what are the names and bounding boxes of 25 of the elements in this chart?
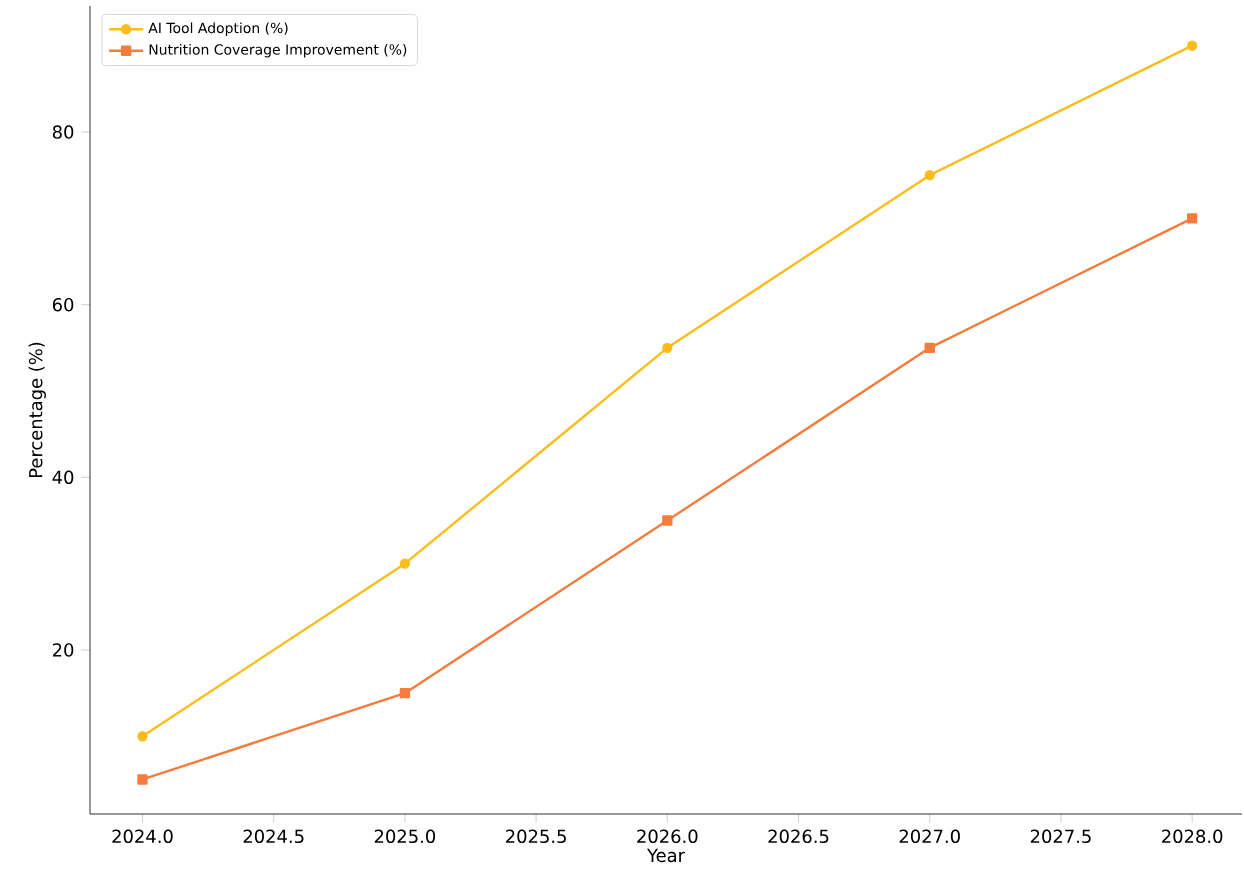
x-tick-label: 2027.5 (1030, 829, 1091, 844)
point (924, 170, 935, 181)
point (1186, 40, 1198, 51)
x-tick-label: 2024.5 (243, 829, 304, 844)
y-tick-label: 80 (52, 125, 74, 139)
point (662, 342, 673, 354)
y-tick-label: 20 (52, 643, 74, 657)
x-axis-title: Year (646, 848, 686, 863)
point (924, 342, 935, 354)
x-tick-label: 2024.0 (112, 829, 173, 844)
x-tick-label: 2027.0 (899, 829, 960, 844)
point (662, 515, 673, 526)
point (399, 558, 411, 569)
point (137, 774, 148, 785)
y-tick-label: 40 (52, 470, 74, 485)
x-tick-label: 2026.0 (637, 829, 698, 844)
y-tick-label: 60 (52, 297, 74, 312)
point (399, 687, 411, 699)
x-tick-label: 2028.0 (1162, 829, 1223, 844)
x-tick-label: 2025.5 (506, 829, 566, 844)
x-tick-label: 2026.5 (768, 829, 829, 844)
point (1186, 213, 1198, 224)
y-axis-title: Percentage (%) (28, 342, 46, 478)
point (137, 731, 148, 742)
x-tick-label: 2025.0 (374, 829, 436, 844)
